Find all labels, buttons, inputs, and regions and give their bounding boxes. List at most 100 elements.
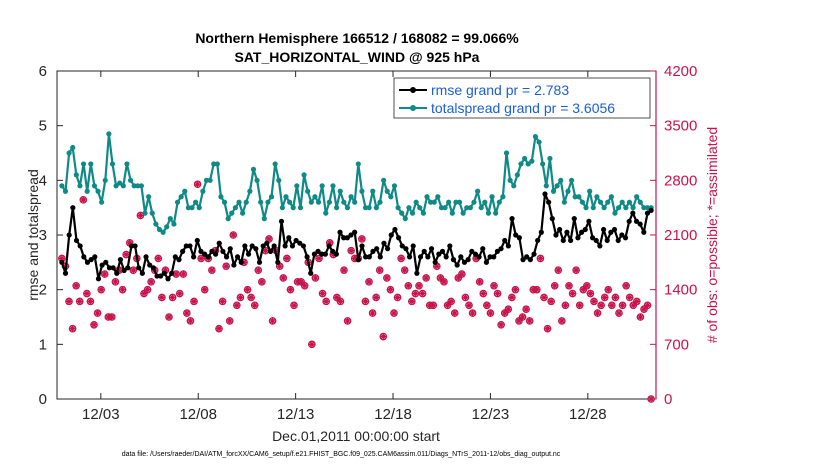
spread-point [261,216,267,222]
obs-assimilated-point [643,301,652,309]
obs-assimilated-point [215,325,223,333]
spread-point [449,210,455,216]
obs-assimilated-point [229,231,237,239]
spread-point [431,199,437,205]
rmse-point [593,237,599,244]
spread-point [146,194,152,200]
obs-assimilated-point [290,301,298,309]
obs-assimilated-point [72,282,80,290]
spread-point [478,205,484,211]
rmse-point [399,243,405,249]
rmse-point [491,254,497,260]
data-file-footnote: data file: /Users/raeder/DAI/ATM_forcXX/… [122,451,561,458]
y-axis-label-right: # of obs: o=possible; *=assimilated [704,127,720,343]
obs-assimilated-point [258,278,266,286]
chart-title-line2: SAT_HORIZONTAL_WIND @ 925 hPa [235,49,480,65]
spread-point [243,199,249,205]
spread-point [102,177,108,183]
spread-point [200,188,206,194]
rmse-point [505,243,511,249]
obs-assimilated-point [551,282,559,290]
rmse-point [568,237,574,244]
rmse-point [180,248,186,254]
obs-assimilated-point [597,301,605,309]
rmse-point [326,243,332,249]
obs-assimilated-point [218,297,227,305]
obs-assimilated-point [583,282,591,290]
spread-point [579,199,586,205]
rmse-point [553,232,559,238]
rmse-point [531,251,537,257]
obs-assimilated-point [336,297,345,305]
obs-assimilated-point [486,309,495,317]
obs-assimilated-point [233,301,241,309]
obs-assimilated-point [636,313,645,321]
spread-point [377,199,383,205]
spread-point [402,216,408,222]
rmse-point [450,257,457,263]
obs-assimilated-point [376,266,384,274]
obs-assimilated-point [401,266,409,274]
obs-assimilated-point [479,289,487,298]
x-tick-label: 12/03 [82,406,120,423]
spread-point [366,205,372,211]
rmse-point [282,243,288,249]
obs-assimilated-point [79,196,87,204]
rmse-point [648,207,654,213]
spread-point [127,177,134,183]
spread-point [106,131,112,137]
spread-point [149,210,155,216]
y-tick-label-right: 1400 [664,282,697,299]
spread-point [529,158,535,164]
rmse-point [267,248,274,254]
spread-point [294,183,300,189]
spread-point [174,199,181,205]
spread-point [536,139,542,145]
obs-assimilated-point [143,286,152,294]
rmse-point [403,246,409,252]
spread-point [572,194,578,200]
rmse-point [139,270,145,276]
obs-assimilated-point [608,301,616,309]
rmse-point [406,254,413,260]
obs-assimilated-point [483,301,491,309]
spread-point [471,199,477,205]
obs-assimilated-point [522,305,530,313]
rmse-point [278,218,285,224]
obs-assimilated-point [511,286,520,294]
spread-point [446,199,452,205]
obs-assimilated-point [418,289,427,298]
spread-point [428,199,434,205]
rmse-point [564,229,570,235]
obs-assimilated-point [508,293,516,302]
y-tick-label-right: 0 [664,391,672,408]
spread-point [587,188,593,194]
rmse-point [604,237,610,244]
rmse-point [363,254,369,260]
rmse-point [143,254,149,260]
obs-assimilated-point [543,325,552,333]
rmse-point [582,226,588,233]
spread-point [644,205,651,211]
axis-ticks: 12/03 12/08 12/13 12/18 12/23 12/28 0 1 2 3 4 5 6 0 70… [39,63,698,423]
spread-point [399,210,405,216]
obs-assimilated-point [468,309,477,317]
rmse-point [216,240,222,246]
rmse-point [249,243,255,249]
rmse-point [410,243,416,249]
x-tick-label: 12/13 [277,406,315,423]
spread-point [420,210,426,216]
spread-point [193,199,199,205]
obs-assimilated-point [408,297,416,305]
rmse-point [59,259,65,265]
y-tick-label-right: 3500 [664,118,697,135]
y-tick-label-right: 2100 [664,227,697,244]
obs-assimilated-point [404,282,412,290]
y-tick-label-left: 5 [39,118,47,135]
series-lines [59,131,654,282]
spread-point [413,199,419,205]
spread-point [594,194,600,200]
spread-point [225,216,231,222]
rmse-point [641,229,647,235]
spread-point [615,205,622,211]
